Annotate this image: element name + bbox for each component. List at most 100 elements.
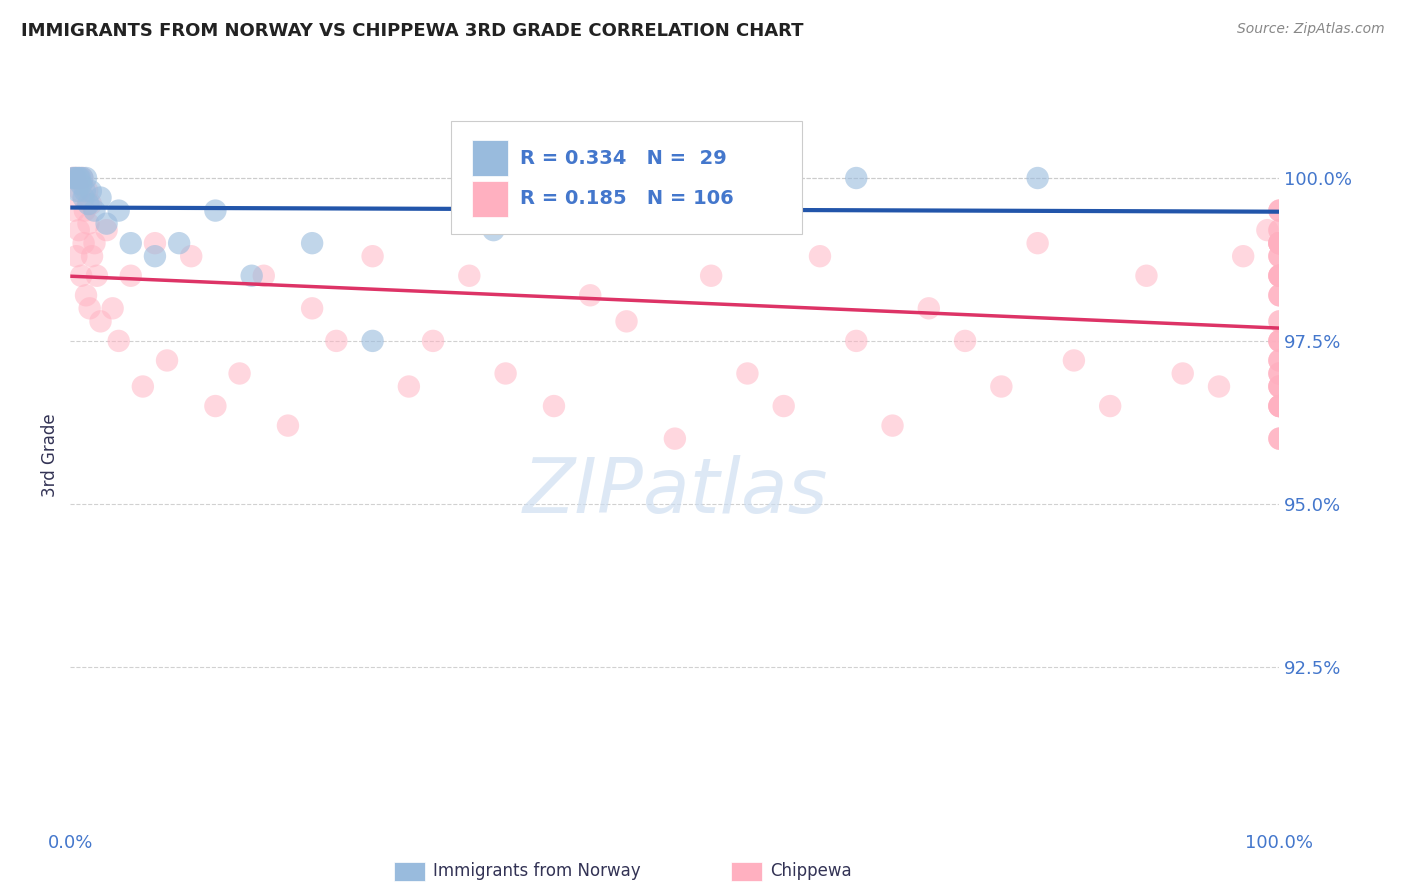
Point — [1268, 367, 1291, 381]
Point — [1268, 379, 1291, 393]
Point — [72, 236, 94, 251]
Point — [83, 203, 105, 218]
Point — [616, 314, 638, 328]
Point — [1268, 367, 1291, 381]
Text: R = 0.185   N = 106: R = 0.185 N = 106 — [520, 189, 734, 208]
Text: Chippewa: Chippewa — [770, 863, 852, 880]
Point — [72, 171, 94, 186]
Point — [1268, 268, 1291, 283]
Point — [277, 418, 299, 433]
Point — [1268, 223, 1291, 237]
Point — [69, 184, 91, 198]
Point — [325, 334, 347, 348]
Point — [1268, 334, 1291, 348]
Point — [1268, 203, 1291, 218]
Point — [1268, 399, 1291, 413]
Point — [1268, 236, 1291, 251]
Point — [67, 223, 90, 237]
Point — [62, 171, 84, 186]
Point — [96, 223, 118, 237]
Point — [253, 268, 276, 283]
Point — [603, 203, 626, 218]
Point — [1268, 399, 1291, 413]
Point — [67, 171, 90, 186]
Text: IMMIGRANTS FROM NORWAY VS CHIPPEWA 3RD GRADE CORRELATION CHART: IMMIGRANTS FROM NORWAY VS CHIPPEWA 3RD G… — [21, 22, 804, 40]
Point — [543, 399, 565, 413]
Text: Source: ZipAtlas.com: Source: ZipAtlas.com — [1237, 22, 1385, 37]
Point — [167, 236, 190, 251]
Point — [1268, 314, 1291, 328]
Point — [75, 288, 97, 302]
Point — [882, 418, 904, 433]
Point — [1026, 236, 1049, 251]
Point — [1171, 367, 1194, 381]
Point — [72, 190, 94, 204]
Point — [1268, 379, 1291, 393]
Point — [1268, 334, 1291, 348]
Point — [301, 236, 323, 251]
FancyBboxPatch shape — [472, 140, 508, 177]
Point — [83, 236, 105, 251]
Point — [76, 184, 98, 198]
Point — [120, 236, 142, 251]
Point — [1268, 288, 1291, 302]
Y-axis label: 3rd Grade: 3rd Grade — [41, 413, 59, 497]
Point — [90, 190, 111, 204]
Point — [90, 314, 111, 328]
Point — [101, 301, 124, 316]
Point — [66, 184, 89, 198]
Point — [953, 334, 976, 348]
Point — [80, 249, 103, 263]
Point — [63, 171, 86, 186]
Point — [1268, 432, 1291, 446]
Point — [918, 301, 941, 316]
Point — [63, 171, 86, 186]
Point — [204, 399, 226, 413]
Point — [79, 301, 101, 316]
Point — [70, 268, 93, 283]
Point — [1268, 268, 1291, 283]
Point — [1268, 288, 1291, 302]
Point — [65, 249, 87, 263]
Point — [301, 301, 323, 316]
Point — [1268, 334, 1291, 348]
Point — [1268, 399, 1291, 413]
Point — [1268, 367, 1291, 381]
Point — [1099, 399, 1122, 413]
Point — [1268, 236, 1291, 251]
Point — [156, 353, 179, 368]
Point — [62, 171, 84, 186]
Point — [1268, 353, 1291, 368]
Point — [700, 268, 723, 283]
Point — [724, 171, 747, 186]
Point — [1268, 203, 1291, 218]
Point — [70, 178, 93, 192]
Point — [1268, 288, 1291, 302]
Point — [1063, 353, 1085, 368]
Point — [772, 399, 794, 413]
Point — [458, 268, 481, 283]
Point — [1268, 249, 1291, 263]
Point — [1026, 171, 1049, 186]
Point — [107, 334, 129, 348]
Point — [1232, 249, 1254, 263]
Point — [1268, 314, 1291, 328]
Point — [72, 171, 94, 186]
Point — [73, 184, 96, 198]
Point — [1268, 268, 1291, 283]
Point — [664, 432, 686, 446]
Point — [845, 334, 868, 348]
Point — [80, 197, 103, 211]
Point — [1268, 203, 1291, 218]
Point — [495, 367, 517, 381]
FancyBboxPatch shape — [451, 121, 801, 234]
Point — [1268, 249, 1291, 263]
Point — [579, 288, 602, 302]
FancyBboxPatch shape — [472, 181, 508, 217]
Point — [120, 268, 142, 283]
Point — [1268, 399, 1291, 413]
Point — [1268, 399, 1291, 413]
Text: R = 0.334   N =  29: R = 0.334 N = 29 — [520, 149, 727, 168]
Point — [132, 379, 155, 393]
Point — [73, 203, 96, 218]
